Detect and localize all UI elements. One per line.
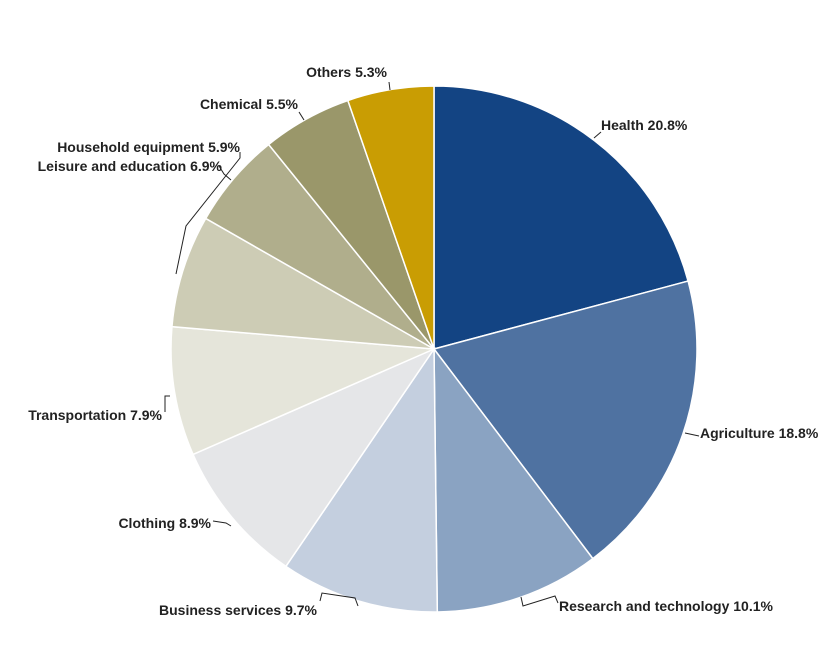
slice-label-business-services: Business services 9.7% xyxy=(159,602,318,618)
leader-line-chemical xyxy=(298,111,305,121)
slice-label-leisure-and-education: Leisure and education 6.9% xyxy=(38,158,223,174)
slice-label-others: Others 5.3% xyxy=(306,64,387,80)
slice-label-health: Health 20.8% xyxy=(601,117,688,133)
slice-label-research-and-technology: Research and technology 10.1% xyxy=(559,598,774,614)
pie-slices xyxy=(170,85,698,613)
leader-lines xyxy=(164,81,700,607)
leader-line-household-equipment xyxy=(175,152,241,275)
pie-slice-health xyxy=(433,85,689,350)
leader-line-transportation xyxy=(164,395,170,412)
leader-line-business-services xyxy=(319,592,359,607)
leader-line-leisure-and-education xyxy=(218,165,232,181)
leader-line-clothing xyxy=(212,520,232,527)
pie-slice-business-services xyxy=(284,346,439,613)
pie-slice-research-and-technology xyxy=(433,346,594,613)
slice-label-transportation: Transportation 7.9% xyxy=(28,407,162,423)
slice-labels: Health 20.8% Agriculture 18.8% Research an… xyxy=(28,64,819,618)
pie-slice-leisure-and-education xyxy=(171,217,435,350)
slice-label-clothing: Clothing 8.9% xyxy=(118,515,211,531)
leader-line-research-and-technology xyxy=(520,595,559,607)
leader-line-others xyxy=(388,81,391,91)
pie-slice-transportation xyxy=(170,325,435,456)
slice-label-household-equipment: Household equipment 5.9% xyxy=(57,139,240,155)
leader-line-agriculture xyxy=(684,432,700,437)
leader-line-health xyxy=(593,131,602,139)
pie-slice-agriculture xyxy=(432,280,698,560)
pie-slice-clothing xyxy=(192,347,437,568)
slice-label-chemical: Chemical 5.5% xyxy=(200,96,299,112)
slice-label-agriculture: Agriculture 18.8% xyxy=(700,425,819,441)
